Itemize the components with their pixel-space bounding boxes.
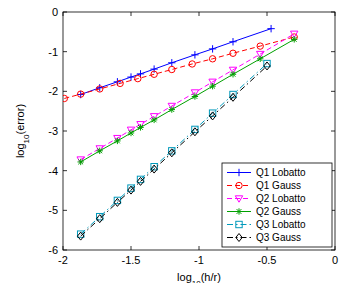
- data-point: [169, 66, 175, 72]
- series: [77, 36, 297, 165]
- data-point: [192, 93, 198, 99]
- data-point: [63, 95, 68, 101]
- data-point: [117, 80, 123, 86]
- series: [77, 62, 270, 240]
- data-point: [135, 75, 141, 81]
- series-line: [81, 29, 271, 95]
- data-point: [209, 45, 216, 52]
- y-tick: [63, 170, 67, 171]
- x-tick: [131, 12, 132, 16]
- x-tick-label: -2: [58, 254, 68, 266]
- data-point: [209, 56, 215, 62]
- legend-marker: [235, 169, 242, 176]
- background: [0, 0, 350, 283]
- data-point: [77, 159, 83, 165]
- y-tick-label: -6: [48, 244, 58, 256]
- data-point: [230, 93, 236, 101]
- plot-frame: [63, 12, 335, 250]
- legend-label: Q2 Gauss: [256, 206, 301, 217]
- y-tick: [331, 131, 335, 132]
- y-tick: [63, 51, 67, 52]
- data-point: [191, 51, 198, 58]
- x-tick-label: -0.5: [258, 254, 277, 266]
- data-point: [137, 177, 143, 185]
- y-tick-label: -3: [48, 125, 58, 137]
- data-point: [209, 112, 215, 120]
- chart: -2 -1.5 -1 -0.5 0 -6 -5 -4 -3 -2 -1 0 log10(h/r) log1…: [0, 0, 350, 283]
- y-tick-label: -2: [48, 85, 58, 97]
- y-axis-label: log10(error): [14, 104, 31, 158]
- data-point: [96, 84, 103, 91]
- x-tick: [131, 246, 132, 250]
- series: [77, 31, 298, 163]
- data-point: [97, 215, 103, 223]
- data-point: [151, 165, 157, 173]
- legend-label: Q3 Lobatto: [256, 219, 306, 230]
- data-point: [151, 117, 157, 123]
- series-line: [81, 39, 295, 162]
- data-point: [151, 71, 157, 77]
- series-line: [81, 34, 295, 160]
- series-line: [81, 66, 267, 236]
- legend-label: Q1 Gauss: [256, 180, 301, 191]
- data-point: [77, 232, 83, 240]
- y-tick: [63, 91, 67, 92]
- y-tick: [63, 131, 67, 132]
- y-tick-label: -4: [48, 165, 58, 177]
- legend-label: Q3 Gauss: [256, 232, 301, 243]
- data-point: [192, 128, 198, 136]
- data-point: [257, 56, 263, 62]
- x-tick: [199, 246, 200, 250]
- series-line: [64, 37, 294, 98]
- data-point: [291, 36, 297, 42]
- legend-label: Q2 Lobatto: [256, 193, 306, 204]
- data-point: [97, 86, 103, 92]
- legend-marker: [236, 208, 242, 214]
- y-tick-label: -5: [48, 204, 58, 216]
- legend-marker: [236, 221, 242, 227]
- legend-label: Q1 Lobatto: [256, 167, 306, 178]
- data-point: [97, 148, 103, 154]
- data-point: [128, 130, 134, 136]
- data-point: [264, 62, 270, 70]
- data-point: [257, 43, 263, 49]
- data-point: [267, 25, 274, 32]
- data-point: [114, 198, 120, 206]
- data-point: [229, 38, 236, 45]
- legend: Q1 Lobatto Q1 Gauss Q2 Lobatto Q2 Gauss Q3 L…: [222, 163, 332, 247]
- y-tick: [331, 51, 335, 52]
- x-tick-label: 0: [332, 254, 338, 266]
- data-point: [230, 71, 236, 77]
- y-tick: [331, 91, 335, 92]
- x-tick: [267, 12, 268, 16]
- data-point: [127, 73, 134, 80]
- legend-line: [227, 198, 251, 199]
- data-point: [128, 186, 134, 194]
- legend-line: [227, 237, 251, 238]
- legend-marker: [236, 182, 242, 188]
- legend-marker: [235, 196, 242, 202]
- data-point: [77, 91, 83, 97]
- y-tick: [63, 210, 67, 211]
- y-tick-label: -1: [48, 46, 58, 58]
- data-point: [169, 106, 175, 112]
- data-point: [189, 61, 195, 67]
- x-tick-label: -1.5: [122, 254, 141, 266]
- data-point: [209, 83, 215, 89]
- data-point: [137, 124, 143, 130]
- y-tick-label: 0: [52, 6, 58, 18]
- data-point: [114, 138, 120, 144]
- data-point: [168, 59, 175, 66]
- data-point: [230, 50, 236, 56]
- legend-line: [227, 224, 251, 225]
- data-point: [169, 149, 175, 157]
- legend-box: [222, 163, 332, 247]
- series-line: [81, 64, 267, 235]
- x-tick-label: -1: [194, 254, 204, 266]
- legend-line: [227, 185, 251, 186]
- legend-marker: [236, 234, 242, 242]
- x-tick: [199, 12, 200, 16]
- x-axis-label: log10(h/r): [177, 271, 221, 283]
